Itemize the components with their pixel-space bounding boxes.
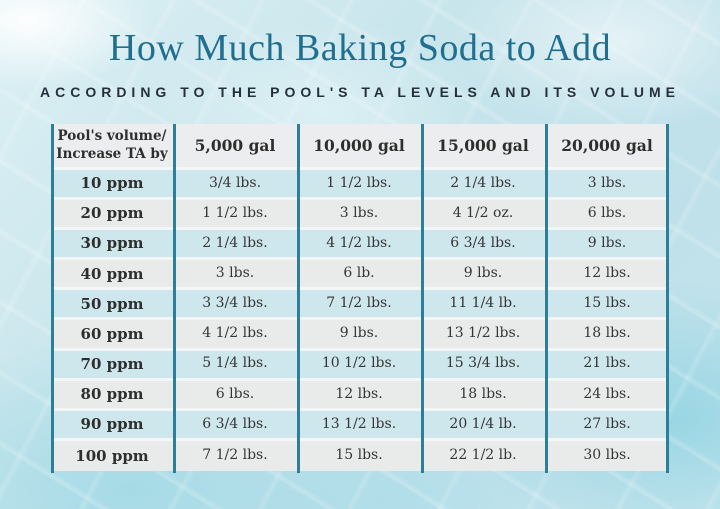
- amount-cell: 15 lbs.: [583, 295, 631, 312]
- amount-cell: 6 lbs.: [587, 204, 627, 221]
- amount-cell: 24 lbs.: [583, 385, 631, 402]
- ta-level-cell: 30 ppm: [80, 234, 144, 253]
- amount-cell: 18 lbs.: [583, 325, 631, 342]
- ta-level-cell: 60 ppm: [80, 324, 144, 343]
- page-subtitle: ACCORDING TO THE POOL'S TA LEVELS AND IT…: [39, 84, 680, 100]
- amount-cell: 6 lbs.: [215, 385, 255, 402]
- amount-cell: 3 3/4 lbs.: [202, 295, 268, 312]
- volume-header-cell: 20,000 gal: [561, 135, 653, 155]
- table-row: 90 ppm 6 3/4 lbs. 13 1/2 lbs. 20 1/4 lb. 27 …: [51, 410, 669, 441]
- amount-cell: 1 1/2 lbs.: [202, 204, 268, 221]
- amount-cell: 12 lbs.: [583, 265, 631, 282]
- amount-cell: 2 1/4 lbs.: [202, 235, 268, 252]
- amount-cell: 15 lbs.: [335, 447, 383, 464]
- header-row: Pool's volume/ Increase TA by 5,000 gal 1…: [51, 124, 669, 170]
- amount-cell: 10 1/2 lbs.: [321, 355, 397, 372]
- table-row: 40 ppm 3 lbs. 6 lb. 9 lbs. 12 lbs.: [51, 260, 669, 291]
- ta-level-cell: 70 ppm: [80, 354, 144, 373]
- table-row: 20 ppm 1 1/2 lbs. 3 lbs. 4 1/2 oz. 6 lbs.: [51, 200, 669, 231]
- amount-cell: 7 1/2 lbs.: [326, 295, 392, 312]
- amount-cell: 9 lbs.: [463, 265, 503, 282]
- table-row: 100 ppm 7 1/2 lbs. 15 lbs. 22 1/2 lb. 30 lbs…: [51, 440, 669, 471]
- amount-cell: 7 1/2 lbs.: [202, 447, 268, 464]
- ta-level-cell: 40 ppm: [80, 264, 144, 283]
- amount-cell: 15 3/4 lbs.: [445, 355, 521, 372]
- ta-level-cell: 10 ppm: [80, 174, 144, 193]
- ta-level-cell: 90 ppm: [80, 415, 144, 434]
- column-separator-line: [421, 124, 424, 473]
- table-row: 30 ppm 2 1/4 lbs. 4 1/2 lbs. 6 3/4 lbs. 9 lb…: [51, 230, 669, 261]
- amount-cell: 3 lbs.: [587, 174, 627, 191]
- amount-cell: 21 lbs.: [583, 355, 631, 372]
- amount-cell: 1 1/2 lbs.: [326, 174, 392, 191]
- amount-cell: 4 1/2 lbs.: [326, 235, 392, 252]
- table-row: 10 ppm 3/4 lbs. 1 1/2 lbs. 2 1/4 lbs. 3 lbs.: [51, 170, 669, 201]
- corner-header-cell: Pool's volume/ Increase TA by: [51, 128, 173, 163]
- page-title: How Much Baking Soda to Add: [108, 27, 612, 69]
- amount-cell: 6 3/4 lbs.: [450, 235, 516, 252]
- table-row: 60 ppm 4 1/2 lbs. 9 lbs. 13 1/2 lbs. 18 lbs.: [51, 320, 669, 351]
- table-row: 70 ppm 5 1/4 lbs. 10 1/2 lbs. 15 3/4 lbs. 21…: [51, 350, 669, 381]
- column-separator-line: [666, 124, 669, 473]
- amount-cell: 2 1/4 lbs.: [450, 174, 516, 191]
- amount-cell: 5 1/4 lbs.: [202, 355, 268, 372]
- ta-level-cell: 100 ppm: [75, 446, 149, 465]
- column-separator-line: [545, 124, 548, 473]
- ta-level-cell: 20 ppm: [80, 204, 144, 223]
- volume-header-cell: 10,000 gal: [313, 135, 405, 155]
- table-row: 50 ppm 3 3/4 lbs. 7 1/2 lbs. 11 1/4 lb. 15 l…: [51, 290, 669, 321]
- amount-cell: 30 lbs.: [583, 447, 631, 464]
- amount-cell: 20 1/4 lb.: [449, 415, 517, 432]
- table-body: 10 ppm 3/4 lbs. 1 1/2 lbs. 2 1/4 lbs. 3 lbs.…: [51, 170, 669, 471]
- amount-cell: 4 1/2 lbs.: [202, 325, 268, 342]
- amount-cell: 22 1/2 lb.: [449, 447, 517, 464]
- amount-cell: 6 3/4 lbs.: [202, 415, 268, 432]
- column-separator-line: [173, 124, 176, 473]
- amount-cell: 3 lbs.: [339, 204, 379, 221]
- ta-level-cell: 80 ppm: [80, 384, 144, 403]
- amount-cell: 27 lbs.: [583, 415, 631, 432]
- table-row: 80 ppm 6 lbs. 12 lbs. 18 lbs. 24 lbs.: [51, 380, 669, 411]
- column-separator-line: [51, 124, 54, 473]
- amount-cell: 6 lb.: [343, 265, 375, 282]
- corner-header-line2: Increase TA by: [56, 145, 168, 162]
- amount-cell: 13 1/2 lbs.: [445, 325, 521, 342]
- amount-cell: 4 1/2 oz.: [452, 204, 514, 221]
- amount-cell: 3/4 lbs.: [208, 174, 262, 191]
- amount-cell: 3 lbs.: [215, 265, 255, 282]
- volume-header-cell: 15,000 gal: [437, 135, 529, 155]
- amount-cell: 9 lbs.: [587, 235, 627, 252]
- ta-level-cell: 50 ppm: [80, 294, 144, 313]
- amount-cell: 18 lbs.: [459, 385, 507, 402]
- volume-header-cell: 5,000 gal: [194, 135, 276, 155]
- amount-cell: 11 1/4 lb.: [449, 295, 517, 312]
- amount-cell: 9 lbs.: [339, 325, 379, 342]
- corner-header-line1: Pool's volume/: [57, 127, 167, 144]
- amount-cell: 12 lbs.: [335, 385, 383, 402]
- column-separator-line: [297, 124, 300, 473]
- amount-cell: 13 1/2 lbs.: [321, 415, 397, 432]
- baking-soda-table: Pool's volume/ Increase TA by 5,000 gal 1…: [51, 124, 669, 473]
